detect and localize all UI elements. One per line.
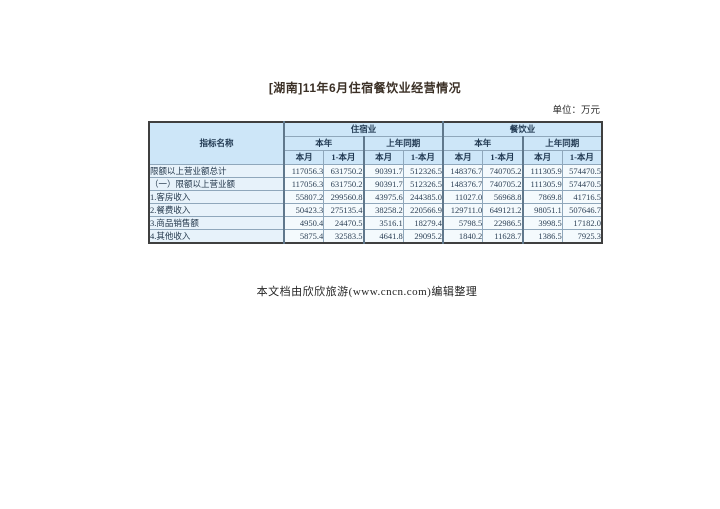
row-label: 4.其他收入 [148,229,285,244]
cell-value: 649121.2 [482,203,524,217]
document-title: [湖南]11年6月住宿餐饮业经营情况 [268,81,462,95]
cell-value: 111305.9 [521,177,563,191]
cell-value: 55807.2 [283,190,325,204]
row-label: （一）限额以上营业额 [148,177,285,191]
cell-value: 38258.2 [362,203,404,217]
footer-credit: 本文档由欣欣旅游(www.cncn.com)编辑整理 [256,286,478,298]
cell-value: 4950.4 [283,216,325,230]
table-row: （一）限额以上营业额 117056.3 631750.2 90391.7 512… [148,177,603,191]
cell-value: 148376.7 [442,177,484,191]
period-header: 本年 [442,136,524,151]
cell-value: 90391.7 [362,164,404,178]
cell-value: 41716.5 [561,190,603,204]
table-row: 3.商品销售额 4950.4 24470.5 3516.1 18279.4 57… [148,216,603,230]
unit-label: 单位：万元 [552,106,600,116]
cell-value: 129711.0 [442,203,484,217]
cell-value: 18279.4 [402,216,444,230]
cell-value: 117056.3 [283,177,325,191]
row-label: 2.餐费收入 [148,203,285,217]
period-header: 上年同期 [521,136,603,151]
cell-value: 512326.5 [402,164,444,178]
header-row-industry: 指标名称 住宿业 餐饮业 [148,121,603,165]
cell-value: 1840.2 [442,229,484,244]
cell-value: 98051.1 [521,203,563,217]
cell-value: 244385.0 [402,190,444,204]
month-header: 本月 [283,150,325,165]
corner-header: 指标名称 [148,121,285,165]
cell-value: 24470.5 [323,216,364,230]
table-row: 限额以上营业额总计 117056.3 631750.2 90391.7 5123… [148,164,603,178]
cell-value: 740705.2 [482,164,524,178]
cell-value: 3998.5 [521,216,563,230]
cell-value: 512326.5 [402,177,444,191]
cell-value: 631750.2 [323,177,364,191]
cell-value: 90391.7 [362,177,404,191]
cell-value: 299560.8 [323,190,364,204]
row-label: 1.客房收入 [148,190,285,204]
header-row-month: 本月 1-本月 本月 1-本月 本月 1-本月 本月 1-本月 [149,150,603,165]
cell-value: 148376.7 [442,164,484,178]
month-header: 1-本月 [482,150,524,165]
cell-value: 574470.5 [561,177,603,191]
cell-value: 631750.2 [323,164,364,178]
month-header: 1-本月 [561,150,603,165]
cell-value: 32583.5 [323,229,364,244]
month-header: 本月 [442,150,484,165]
cell-value: 275135.4 [323,203,364,217]
cell-value: 507646.7 [561,203,603,217]
cell-value: 56968.8 [482,190,524,204]
month-header: 1-本月 [323,150,364,165]
table-row: 2.餐费收入 50423.3 275135.4 38258.2 220566.9… [148,203,603,217]
cell-value: 11027.0 [442,190,484,204]
table-row: 4.其他收入 5875.4 32583.5 4641.8 29095.2 184… [148,229,603,244]
cell-value: 111305.9 [521,164,563,178]
month-header: 1-本月 [402,150,444,165]
cell-value: 7925.3 [561,229,603,244]
cell-value: 17182.0 [561,216,603,230]
cell-value: 4641.8 [362,229,404,244]
cell-value: 3516.1 [362,216,404,230]
cell-value: 740705.2 [482,177,524,191]
cell-value: 43975.6 [362,190,404,204]
cell-value: 220566.9 [402,203,444,217]
table-header: 指标名称 住宿业 餐饮业 本年 上年同期 本年 上年同期 本月 1-本月 本月 … [148,121,603,165]
cell-value: 29095.2 [402,229,444,244]
industry-header-accommodation: 住宿业 [282,121,444,137]
cell-value: 5875.4 [283,229,325,244]
cell-value: 22986.5 [482,216,524,230]
period-header: 本年 [283,136,364,151]
cell-value: 574470.5 [561,164,603,178]
row-label: 限额以上营业额总计 [148,164,285,178]
cell-value: 117056.3 [283,164,325,178]
period-header: 上年同期 [362,136,444,151]
table-body: 限额以上营业额总计 117056.3 631750.2 90391.7 5123… [148,164,603,244]
cell-value: 7869.8 [521,190,563,204]
row-label: 3.商品销售额 [148,216,285,230]
statistics-table: 指标名称 住宿业 餐饮业 本年 上年同期 本年 上年同期 本月 1-本月 本月 … [148,121,604,244]
table-row: 1.客房收入 55807.2 299560.8 43975.6 244385.0… [148,190,603,204]
month-header: 本月 [521,150,563,165]
cell-value: 5798.5 [442,216,484,230]
cell-value: 1386.5 [521,229,563,244]
industry-header-catering: 餐饮业 [442,121,603,137]
month-header: 本月 [362,150,404,165]
cell-value: 11628.7 [482,229,524,244]
cell-value: 50423.3 [283,203,325,217]
